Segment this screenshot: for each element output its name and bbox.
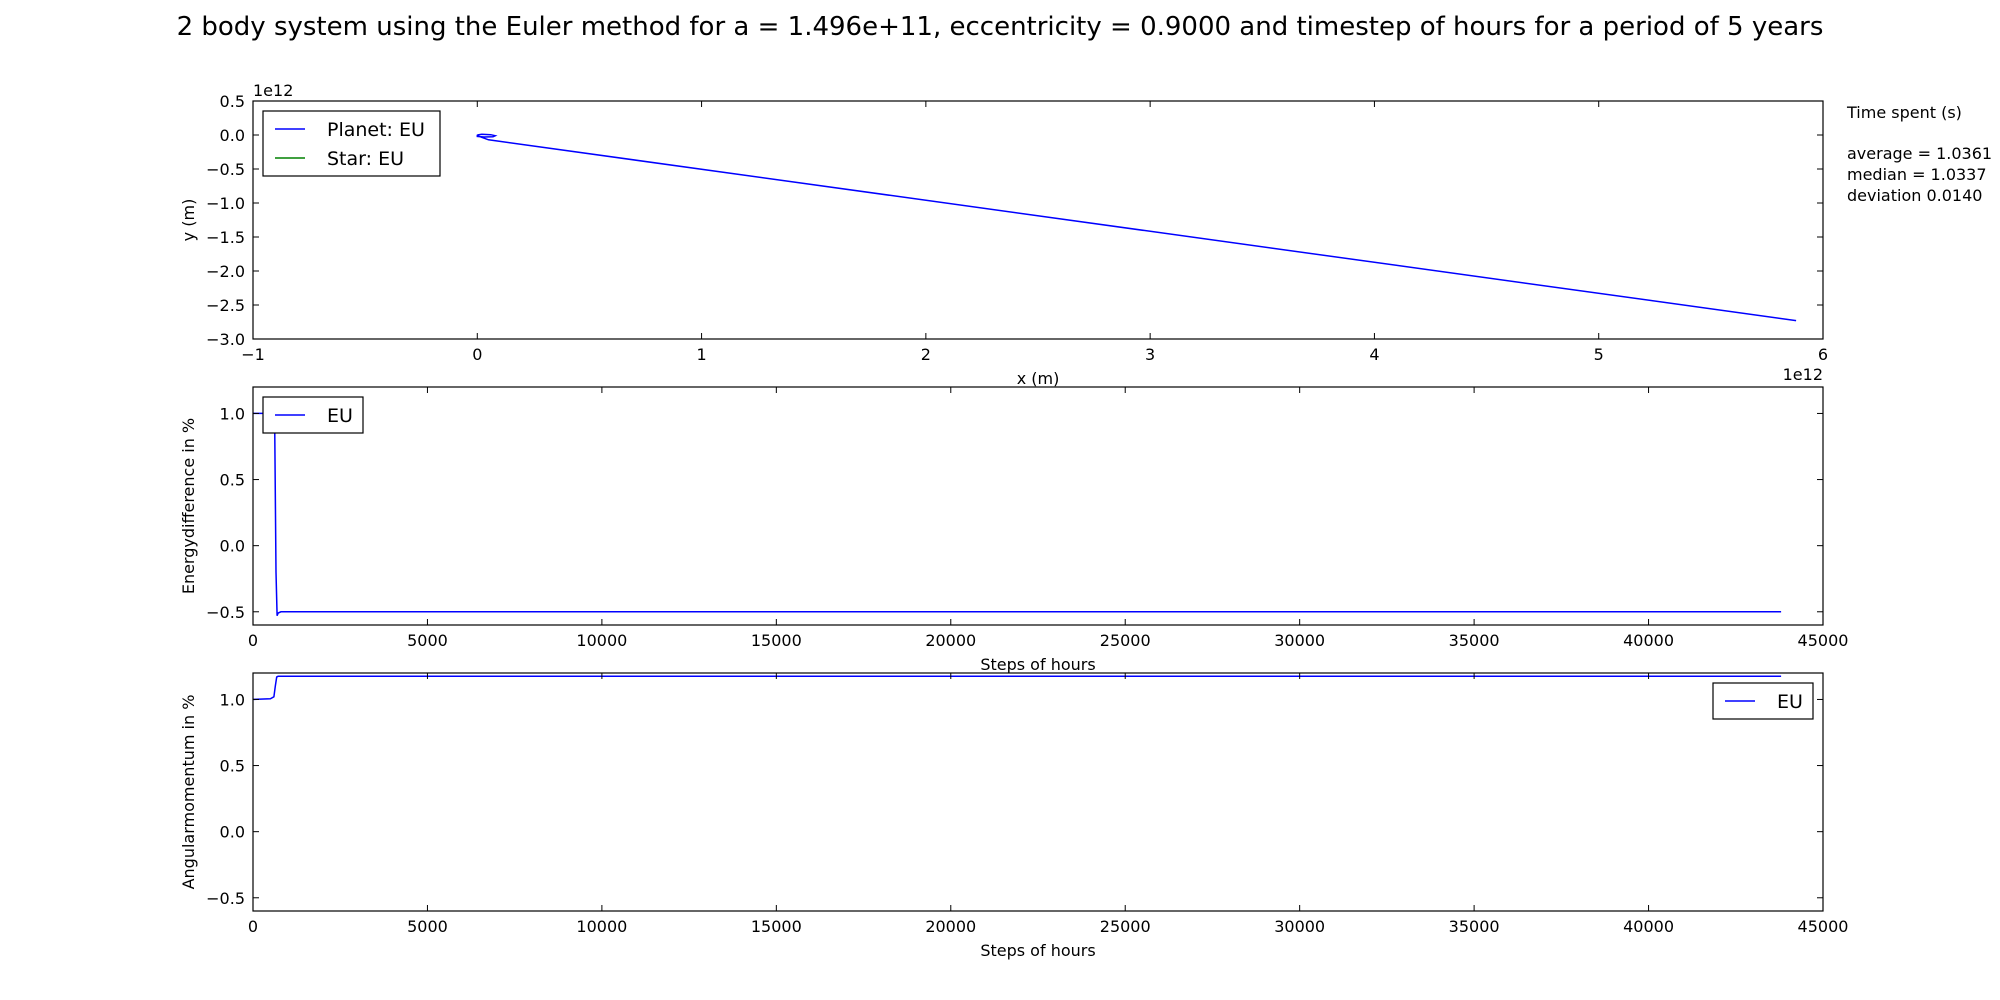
x-tick-label: 0 — [248, 917, 258, 936]
series-line-1 — [253, 413, 1781, 615]
y-tick-label: 0.5 — [220, 92, 245, 111]
y-tick-label: −2.0 — [206, 262, 245, 281]
y-tick-label: 0.5 — [220, 757, 245, 776]
y-tick-label: −2.5 — [206, 296, 245, 315]
x-tick-label: 5000 — [407, 917, 448, 936]
x-tick-label: 4 — [1369, 345, 1379, 364]
time-average: average = 1.0361 — [1847, 143, 1997, 164]
x-tick-label: 10000 — [576, 631, 627, 650]
y-tick-label: −0.5 — [206, 160, 245, 179]
y-tick-label: −1.0 — [206, 194, 245, 213]
x-tick-label: 20000 — [925, 631, 976, 650]
x-tick-label: 15000 — [751, 917, 802, 936]
x-tick-label: 30000 — [1274, 917, 1325, 936]
x-tick-label: 5000 — [407, 631, 448, 650]
legend-label: Planet: EU — [327, 119, 425, 141]
y-tick-label: 0.0 — [220, 823, 245, 842]
y-axis-label: Angularmomentum in % — [179, 695, 198, 890]
legend-label: EU — [327, 405, 353, 427]
x-tick-label: 3 — [1145, 345, 1155, 364]
y-tick-label: −3.0 — [206, 330, 245, 349]
x-axis-label: Steps of hours — [980, 655, 1095, 674]
y-offset-label: 1e12 — [253, 81, 293, 100]
legend: EU — [263, 397, 363, 433]
legend: EU — [1713, 683, 1813, 719]
y-tick-label: −1.5 — [206, 228, 245, 247]
legend-label: Star: EU — [327, 148, 404, 170]
x-tick-label: 1 — [696, 345, 706, 364]
x-tick-label: 10000 — [576, 917, 627, 936]
x-tick-label: 6 — [1818, 345, 1828, 364]
y-tick-label: 1.0 — [220, 404, 245, 423]
x-offset-label: 1e12 — [1783, 365, 1823, 384]
x-tick-label: 0 — [248, 631, 258, 650]
x-tick-label: 30000 — [1274, 631, 1325, 650]
x-tick-label: 15000 — [751, 631, 802, 650]
time-spent-heading: Time spent (s) — [1847, 102, 1997, 123]
chart-panel-1: −1 0 1 2 3 4 5 60.50.0−0.5−1.0−1.5−2.0−2.5−3.0x… — [179, 81, 1828, 388]
y-tick-label: 1.0 — [220, 690, 245, 709]
y-axis-label: y (m) — [179, 199, 198, 242]
y-tick-label: 0.0 — [220, 537, 245, 556]
x-tick-label: 45000 — [1798, 917, 1849, 936]
y-tick-label: −0.5 — [206, 889, 245, 908]
x-tick-label: 45000 — [1798, 631, 1849, 650]
x-tick-label: 5 — [1594, 345, 1604, 364]
legend: Planet: EU Star: EU — [263, 111, 440, 176]
y-tick-label: 0.0 — [220, 126, 245, 145]
y-axis-label: Energydifference in % — [179, 418, 198, 594]
x-tick-label: 40000 — [1623, 631, 1674, 650]
time-spent-panel: Time spent (s) average = 1.0361 median =… — [1847, 102, 1997, 206]
x-tick-label: 2 — [921, 345, 931, 364]
y-tick-label: 0.5 — [220, 471, 245, 490]
x-tick-label: 0 — [472, 345, 482, 364]
legend-label: EU — [1777, 691, 1803, 713]
series-line-1 — [253, 676, 1781, 699]
chart-panel-3: 0 5000 10000 15000 20000 25000 30000 35000 40000… — [179, 673, 1848, 960]
time-median: median = 1.0337 — [1847, 164, 1997, 185]
x-tick-label: 40000 — [1623, 917, 1674, 936]
time-deviation: deviation 0.0140 — [1847, 185, 1997, 206]
x-tick-label: 25000 — [1100, 631, 1151, 650]
x-axis-label: x (m) — [1017, 369, 1060, 388]
axes-frame — [253, 673, 1823, 911]
axes-frame — [253, 387, 1823, 625]
x-tick-label: 35000 — [1449, 631, 1500, 650]
x-tick-label: 20000 — [925, 917, 976, 936]
y-tick-label: −0.5 — [206, 603, 245, 622]
chart-panel-2: 0 5000 10000 15000 20000 25000 30000 35000 40000… — [179, 387, 1848, 674]
series-line-1 — [477, 134, 1796, 320]
x-tick-label: 25000 — [1100, 917, 1151, 936]
x-tick-label: 35000 — [1449, 917, 1500, 936]
x-axis-label: Steps of hours — [980, 941, 1095, 960]
